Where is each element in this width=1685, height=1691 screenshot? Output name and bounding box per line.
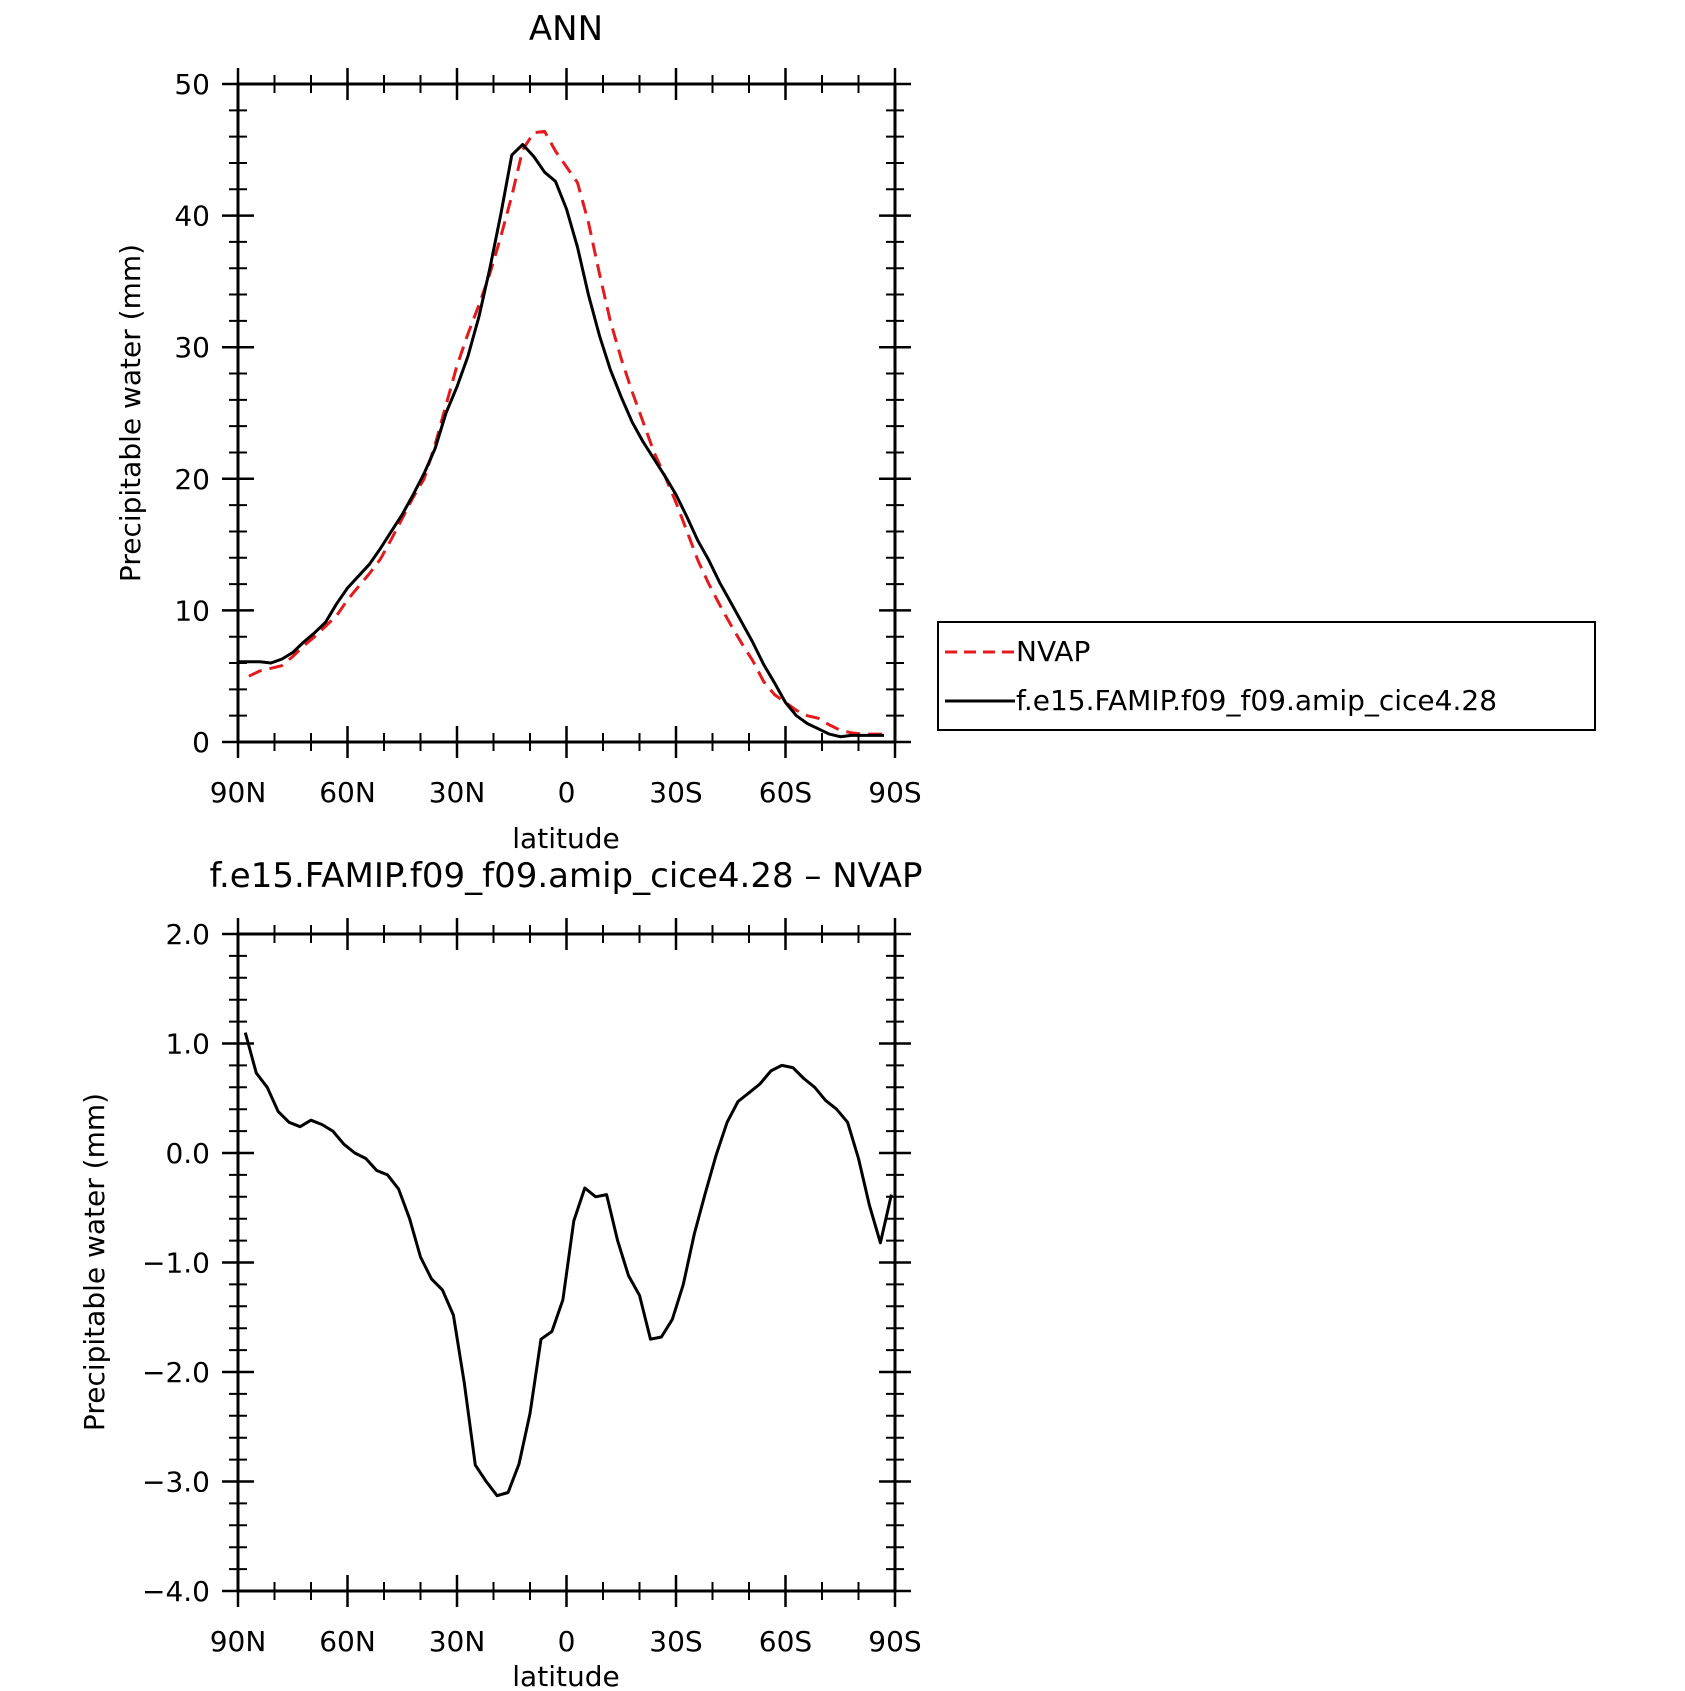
chart-title: ANN xyxy=(529,9,603,49)
y-tick-label: 30 xyxy=(174,331,210,364)
x-axis-label: latitude xyxy=(512,1660,619,1691)
plot-frame xyxy=(236,932,897,1593)
x-tick-label: 30N xyxy=(429,776,486,809)
x-tick-label: 0 xyxy=(558,1625,576,1658)
x-tick-label: 30S xyxy=(649,1625,702,1658)
y-tick-label: −3.0 xyxy=(142,1466,210,1499)
y-tick-label: 2.0 xyxy=(165,918,210,951)
y-tick-label: −4.0 xyxy=(142,1575,210,1608)
series-group xyxy=(238,129,884,739)
x-tick-label: 30S xyxy=(649,776,702,809)
x-tick-label: 90N xyxy=(210,776,267,809)
x-tick-label: 0 xyxy=(558,776,576,809)
y-tick-label: 20 xyxy=(174,463,210,496)
series-group xyxy=(243,1032,893,1498)
x-tick-label: 30N xyxy=(429,1625,486,1658)
legend: NVAP f.e15.FAMIP.f09_f09.amip_cice4.28 xyxy=(937,621,1596,731)
series-line-1 xyxy=(238,143,884,739)
y-tick-label: −1.0 xyxy=(142,1247,210,1280)
plot-frame xyxy=(236,82,897,744)
y-tick-label: 50 xyxy=(174,68,210,101)
legend-label-model: f.e15.FAMIP.f09_f09.amip_cice4.28 xyxy=(1016,684,1497,717)
x-axis-label: latitude xyxy=(512,822,619,855)
y-tick-label: −2.0 xyxy=(142,1356,210,1389)
y-tick-label: 10 xyxy=(174,594,210,627)
y-tick-label: 0 xyxy=(192,726,210,759)
x-tick-label: 60N xyxy=(319,776,376,809)
series-line-0 xyxy=(243,1032,893,1498)
y-tick-label: 40 xyxy=(174,200,210,233)
axis-ticks: 0 10 20 30 40 50 90N 60N 30N 0 30S 60S 90S xyxy=(174,68,922,809)
y-axis-label: Precipitable water (mm) xyxy=(114,244,147,582)
x-tick-label: 90S xyxy=(868,776,921,809)
series-line-0 xyxy=(248,129,884,736)
legend-box xyxy=(937,621,1596,731)
x-tick-label: 60N xyxy=(319,1625,376,1658)
y-tick-label: 0.0 xyxy=(165,1137,210,1170)
difference-panel: f.e15.FAMIP.f09_f09.amip_cice4.28 – NVAP… xyxy=(78,856,922,1691)
x-tick-label: 60S xyxy=(759,776,812,809)
chart-title: f.e15.FAMIP.f09_f09.amip_cice4.28 – NVAP xyxy=(210,856,923,896)
y-axis-label: Precipitable water (mm) xyxy=(78,1093,111,1431)
legend-label-nvap: NVAP xyxy=(1016,635,1090,668)
x-tick-label: 60S xyxy=(759,1625,812,1658)
x-tick-label: 90S xyxy=(868,1625,921,1658)
annual-mean-panel: ANN 0 10 20 30 40 50 90N 60N 30N 0 30S 60S 90S latit… xyxy=(114,9,1596,855)
x-tick-label: 90N xyxy=(210,1625,267,1658)
y-tick-label: 1.0 xyxy=(165,1028,210,1061)
